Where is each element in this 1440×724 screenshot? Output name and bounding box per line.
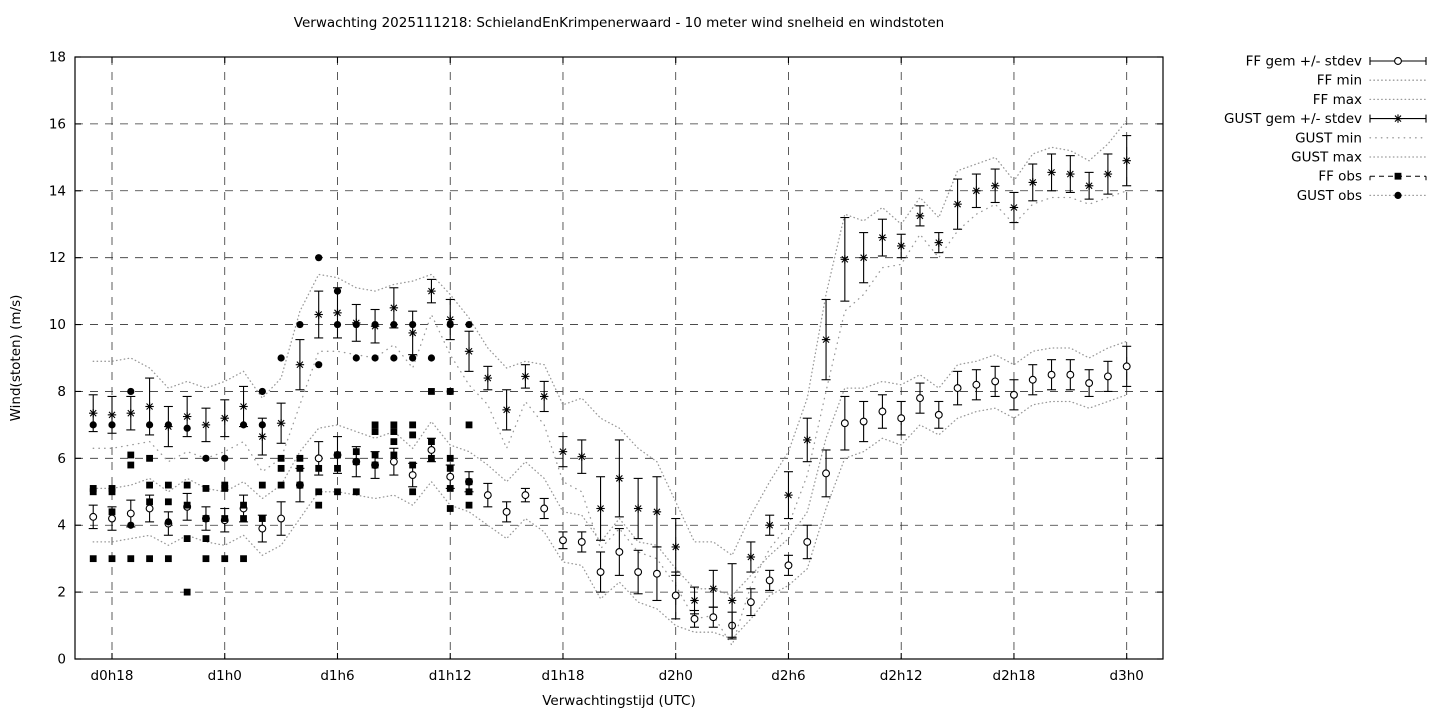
x-tick-label: d2h0 (659, 668, 693, 684)
x-axis-label: Verwachtingstijd (UTC) (542, 693, 696, 709)
gust_min-line (92, 190, 1128, 648)
plot-border (74, 56, 1164, 660)
legend-label: GUST min (1295, 130, 1362, 146)
y-tick-label: 16 (49, 116, 66, 132)
ff_min-line (92, 394, 1128, 640)
ff_max-line (92, 340, 1128, 597)
ff_gem-series (88, 345, 1132, 640)
gust_max-line (92, 119, 1128, 557)
minmax-envelope-lines (92, 119, 1128, 648)
legend-label: FF max (1313, 92, 1362, 108)
legend-item-ff_gem: FF gem +/- stdev (1246, 54, 1427, 70)
forecast-series-layer (88, 135, 1132, 640)
ff-obs-points (89, 388, 473, 596)
chart-title: Verwachting 2025111218: SchielandEnKrimp… (294, 15, 944, 31)
y-tick-label: 2 (57, 585, 66, 601)
gust-obs-points (89, 254, 473, 529)
y-tick-label: 8 (57, 384, 66, 400)
x-tick-label: d1h12 (429, 668, 472, 684)
plot-border-and-ticks (74, 56, 1164, 660)
x-tick-label: d2h18 (993, 668, 1036, 684)
tick-labels: 0 2 4 6 8 10 12 14 16 18 d0h18 d1h0 d1h6 d1h12 d1h18 d2… (49, 50, 1144, 685)
legend-item-gust_max: GUST max (1291, 150, 1427, 166)
legend-label: FF obs (1318, 169, 1362, 185)
y-tick-label: 0 (57, 652, 66, 668)
legend-label: GUST max (1291, 150, 1362, 166)
x-tick-label: d2h6 (771, 668, 805, 684)
x-tick-label: d1h6 (320, 668, 354, 684)
y-tick-label: 18 (49, 50, 66, 66)
x-tick-label: d1h0 (208, 668, 242, 684)
y-tick-label: 10 (49, 317, 66, 333)
legend-item-gust_gem: GUST gem +/- stdev (1224, 111, 1427, 127)
legend: FF gem +/- stdev FF min FF max GUST gem +/-… (1224, 54, 1427, 204)
gust_gem-series (88, 135, 1132, 638)
y-axis-label: Wind(stoten) (m/s) (8, 295, 24, 422)
x-tick-label: d2h12 (880, 668, 923, 684)
legend-item-ff_max: FF max (1313, 92, 1427, 108)
legend-item-gust_obs: GUST obs (1297, 188, 1427, 204)
y-tick-label: 6 (57, 451, 66, 467)
legend-label: FF min (1317, 73, 1362, 89)
x-tick-label: d1h18 (542, 668, 585, 684)
legend-item-ff_min: FF min (1317, 73, 1427, 89)
x-tick-label: d0h18 (91, 668, 134, 684)
legend-label: GUST gem +/- stdev (1224, 111, 1362, 127)
observation-points-layer (89, 254, 473, 596)
legend-label: FF gem +/- stdev (1246, 54, 1362, 70)
y-tick-label: 14 (49, 183, 66, 199)
legend-item-gust_min: GUST min (1295, 130, 1427, 146)
legend-label: GUST obs (1297, 188, 1362, 204)
x-tick-label: d3h0 (1110, 668, 1144, 684)
legend-item-ff_obs: FF obs (1318, 169, 1427, 185)
y-tick-label: 12 (49, 250, 66, 266)
y-tick-label: 4 (57, 518, 66, 534)
